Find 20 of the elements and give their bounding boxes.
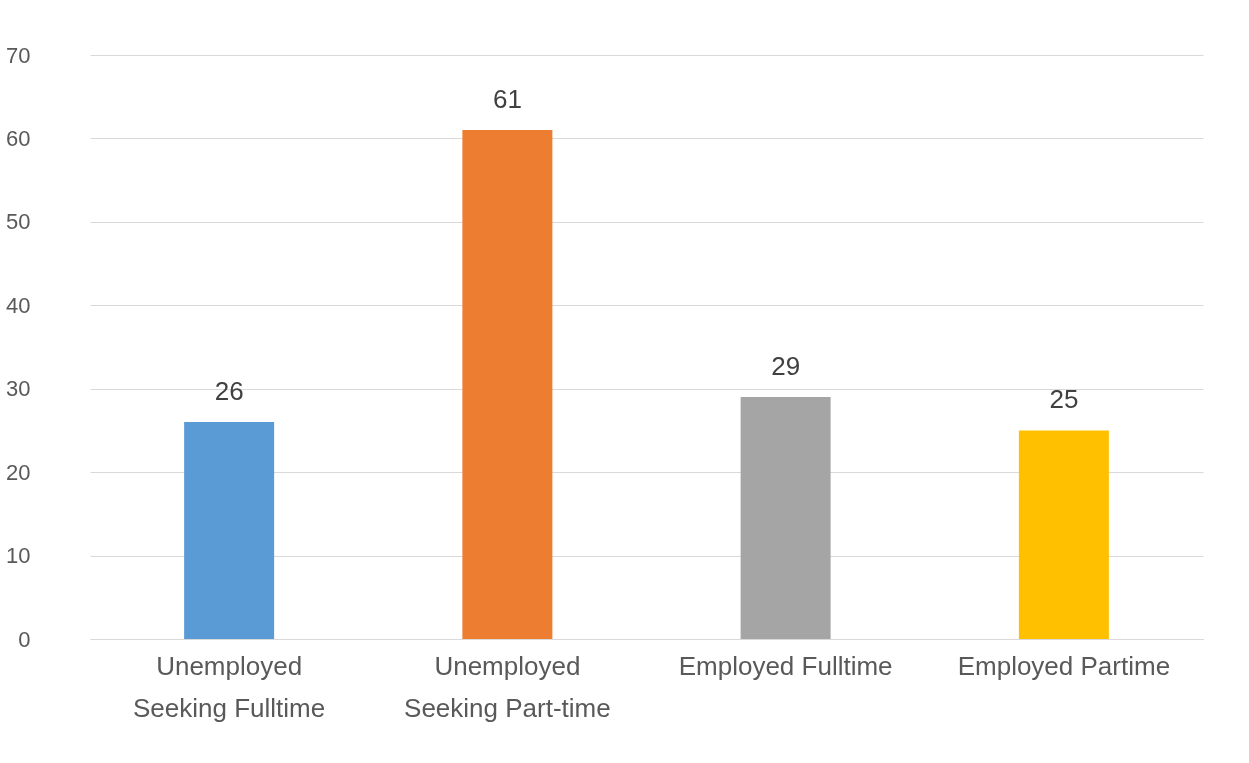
data-label: 61 [492, 84, 522, 115]
bar [740, 397, 831, 639]
x-tick-label: Unemployed Seeking Fulltime [133, 650, 326, 723]
y-tick-label: 10 [6, 543, 31, 569]
y-tick-label: 60 [6, 125, 31, 151]
bar [462, 130, 553, 639]
y-tick-label: 70 [6, 42, 31, 68]
data-label: 29 [771, 351, 801, 382]
x-tick-label: Employed Partime [957, 650, 1171, 681]
data-label: 26 [214, 376, 244, 407]
x-tick-label: Unemployed Seeking Part-time [404, 650, 611, 723]
x-tick-label: Employed Fulltime [678, 650, 893, 681]
y-tick-label: 40 [6, 292, 31, 318]
bar [184, 422, 275, 639]
y-tick-label: 0 [18, 626, 31, 652]
bar [1018, 430, 1109, 639]
data-label: 25 [1049, 384, 1079, 415]
y-tick-label: 30 [6, 376, 31, 402]
y-tick-label: 50 [6, 209, 31, 235]
y-tick-label: 20 [6, 459, 31, 485]
